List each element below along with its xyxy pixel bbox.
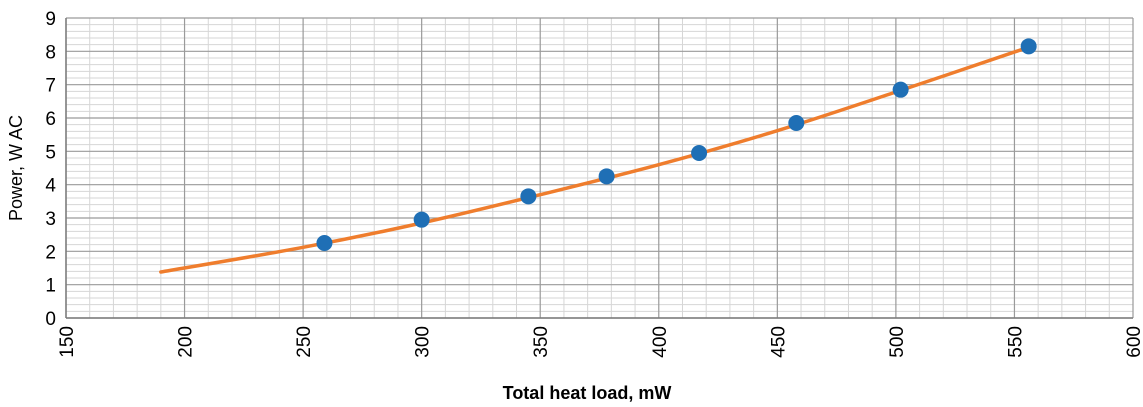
y-tick-label: 7 <box>45 76 56 97</box>
x-tick-label: 500 <box>887 326 908 358</box>
trend-line <box>159 46 1029 274</box>
y-tick-label: 0 <box>45 309 56 330</box>
x-tick-label: 550 <box>1005 326 1026 358</box>
axes <box>65 18 1133 319</box>
tick-labels: 0 1 2 3 4 5 6 7 8 9 150 200 250 300 350 400 450 500 550 600 <box>45 9 1143 358</box>
y-tick-label: 5 <box>45 142 56 163</box>
y-tick-label: 9 <box>45 9 56 30</box>
y-tick-label: 2 <box>45 242 56 263</box>
y-tick-label: 4 <box>45 176 56 197</box>
data-point <box>598 168 615 185</box>
x-tick-label: 200 <box>176 326 197 358</box>
x-tick-label: 250 <box>294 326 315 358</box>
x-tick-label: 350 <box>531 326 552 358</box>
y-tick-label: 8 <box>45 42 56 63</box>
data-point <box>413 211 430 228</box>
x-tick-label: 600 <box>1124 326 1143 358</box>
data-point <box>691 145 708 161</box>
data-point <box>316 235 333 251</box>
major-grid <box>65 17 1134 319</box>
data-point <box>892 81 909 98</box>
data-point <box>788 115 805 131</box>
data-point <box>520 188 537 205</box>
data-point <box>1020 38 1037 55</box>
x-axis-title: Total heat load, mW <box>503 383 672 403</box>
x-tick-label: 400 <box>650 326 671 358</box>
y-tick-label: 6 <box>45 109 56 130</box>
y-tick-label: 1 <box>45 276 56 297</box>
x-tick-label: 450 <box>768 326 789 358</box>
x-tick-label: 150 <box>57 326 78 358</box>
series-layer <box>159 38 1037 274</box>
x-tick-label: 300 <box>413 326 434 358</box>
y-axis-title: Power, W AC <box>6 115 26 221</box>
y-tick-label: 3 <box>45 209 56 230</box>
minor-grid <box>66 18 1133 318</box>
